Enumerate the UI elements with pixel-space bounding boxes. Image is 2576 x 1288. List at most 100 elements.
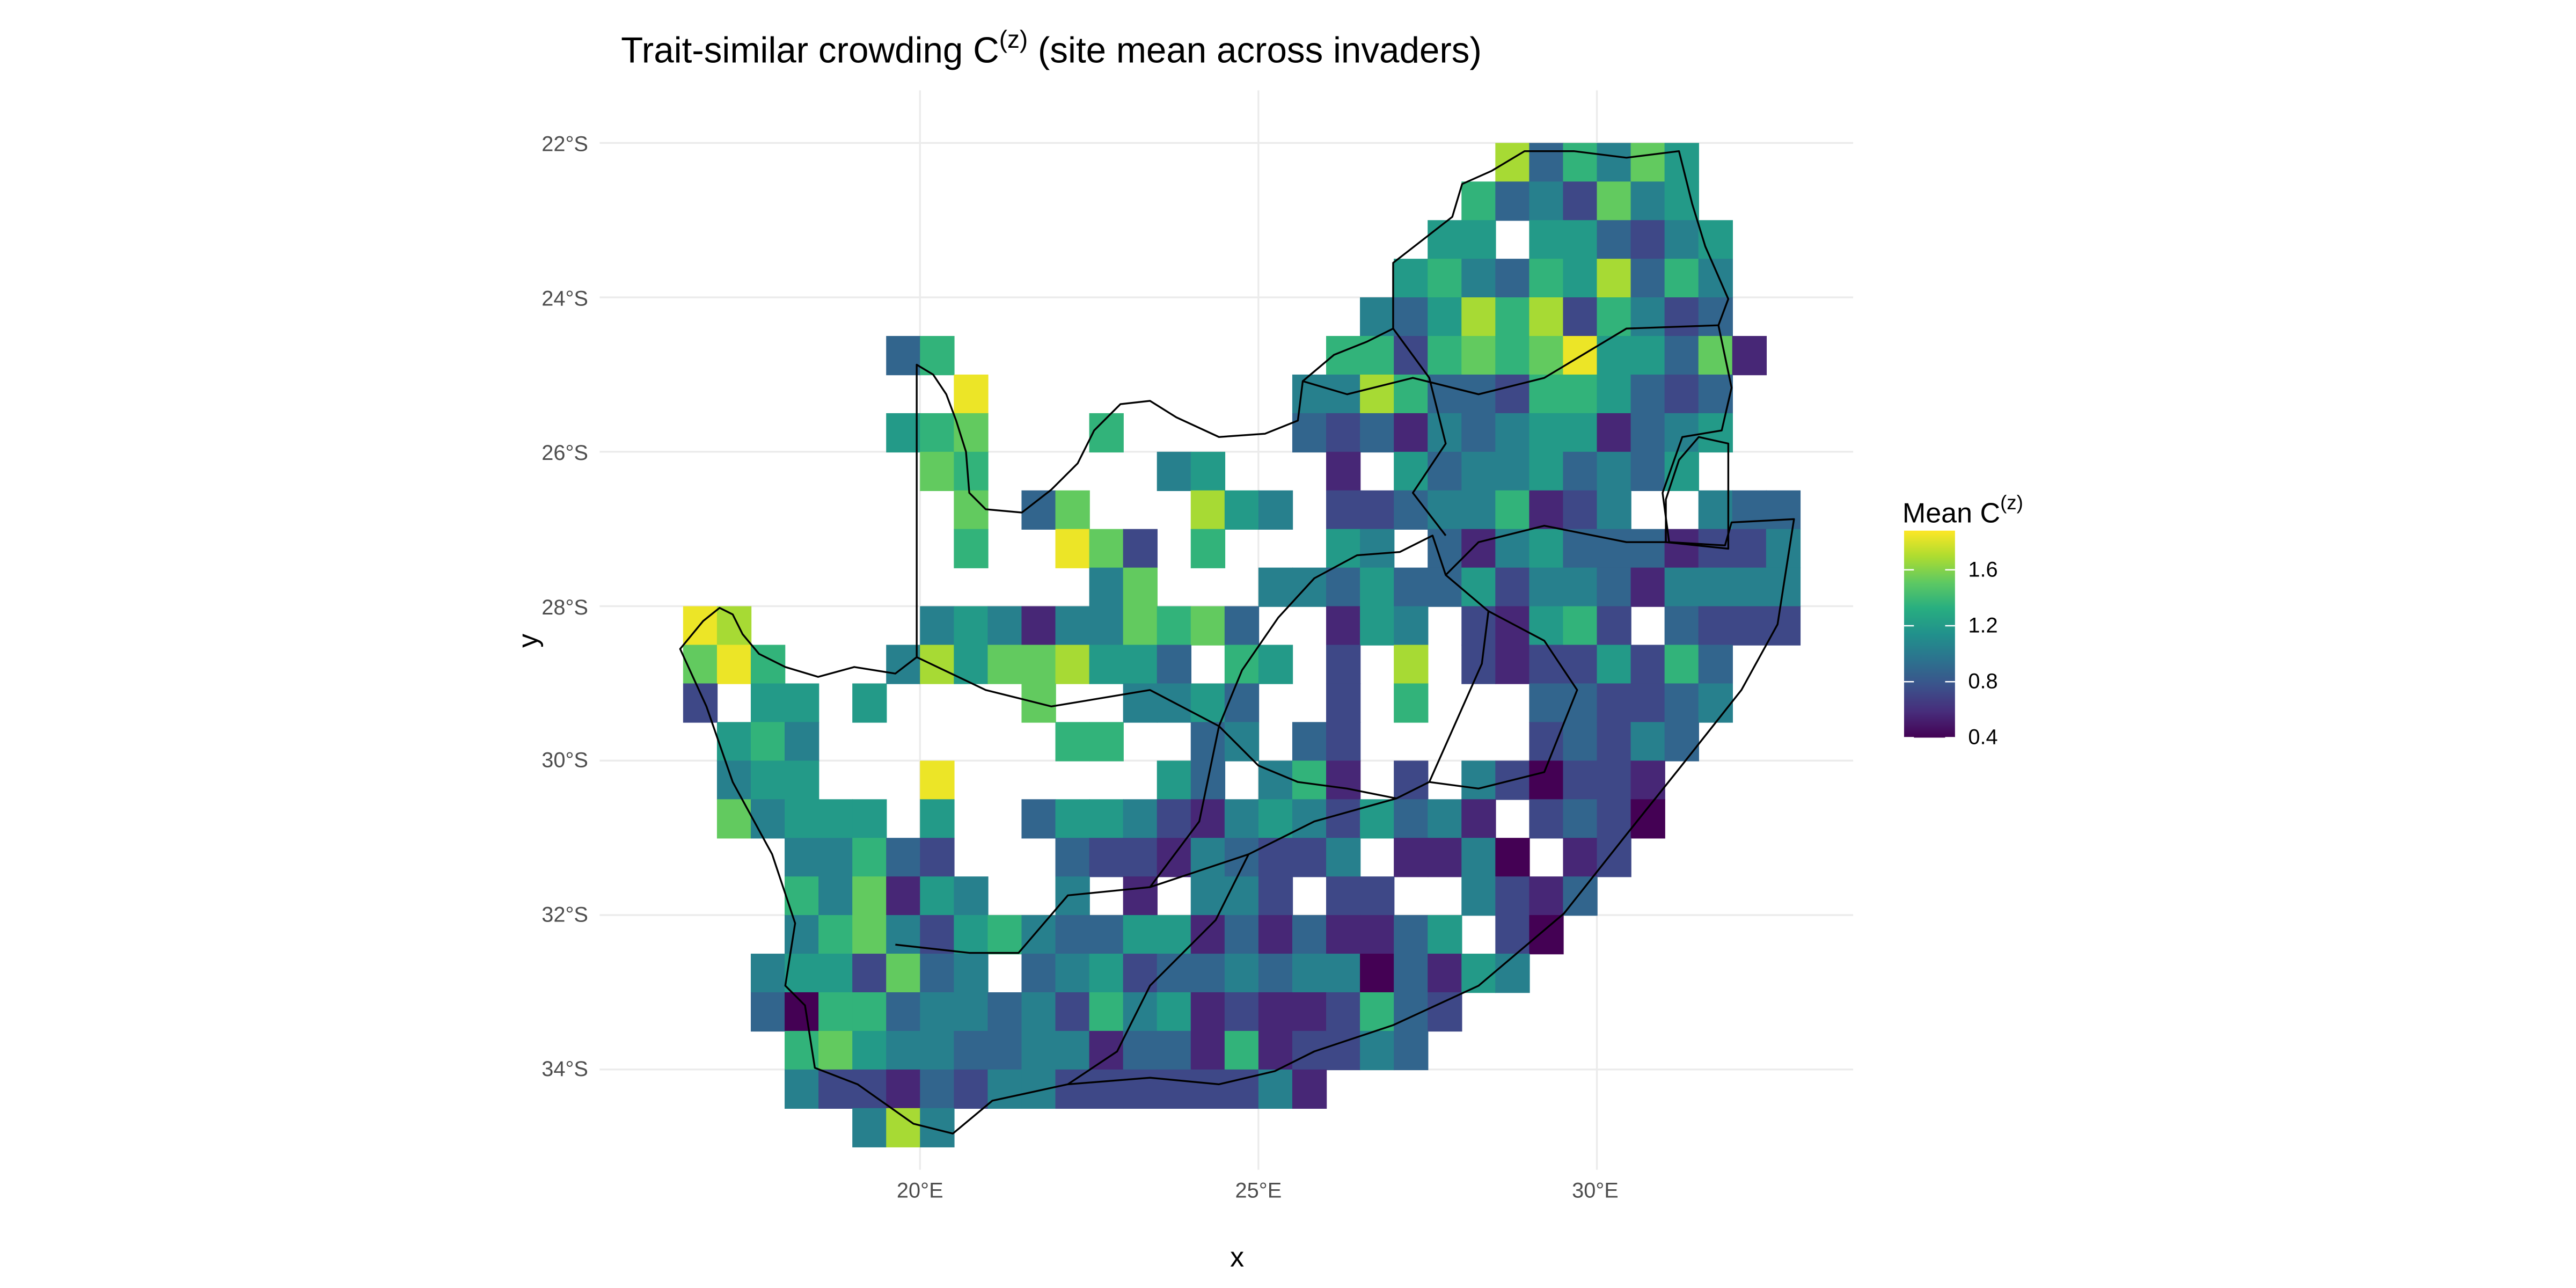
heat-cell bbox=[886, 915, 921, 955]
heat-cell bbox=[1664, 529, 1699, 568]
legend-tick-label: 1.6 bbox=[1968, 558, 1997, 581]
heat-cell bbox=[1394, 915, 1429, 955]
heat-cell bbox=[1224, 1030, 1260, 1071]
heat-cell bbox=[1597, 645, 1631, 684]
heat-cell bbox=[1089, 645, 1124, 684]
heat-cell bbox=[1428, 799, 1462, 839]
heat-cell bbox=[1664, 374, 1699, 414]
heat-cell bbox=[852, 992, 887, 1032]
heat-cell bbox=[1360, 529, 1395, 568]
heat-cell bbox=[716, 722, 752, 762]
heat-cell bbox=[852, 1069, 887, 1109]
heat-cell bbox=[852, 1030, 887, 1071]
heat-cell bbox=[785, 915, 819, 955]
heat-cell bbox=[1089, 606, 1124, 646]
heat-cell bbox=[1563, 143, 1598, 182]
heat-cell bbox=[1563, 490, 1598, 530]
heat-cell bbox=[1123, 529, 1158, 568]
heat-cell bbox=[987, 606, 1022, 646]
heat-cell bbox=[1563, 374, 1598, 414]
heat-cell bbox=[818, 954, 853, 993]
heat-cell bbox=[1326, 336, 1361, 376]
heat-cell bbox=[1224, 954, 1260, 993]
heat-cell bbox=[1123, 838, 1158, 877]
heat-cell bbox=[920, 954, 955, 993]
heat-cell bbox=[954, 413, 989, 453]
heat-cell bbox=[1766, 529, 1801, 568]
heat-cell bbox=[1021, 954, 1056, 993]
heat-cell bbox=[1630, 259, 1665, 298]
south-africa-outline bbox=[679, 150, 1795, 1135]
heat-cell bbox=[1630, 413, 1665, 453]
heat-cell bbox=[1428, 490, 1462, 530]
colorbar-legend: Mean C(z) 0.4 0.8 1.2 1.6 bbox=[1902, 492, 2023, 749]
heat-cell bbox=[1360, 954, 1395, 993]
heat-cell bbox=[1224, 992, 1260, 1032]
heat-cell bbox=[1123, 1069, 1158, 1109]
heat-cell bbox=[1089, 799, 1124, 839]
heat-cell bbox=[1157, 606, 1191, 646]
y-tick-label: 26°S bbox=[541, 441, 588, 465]
heat-cell bbox=[1394, 1030, 1429, 1071]
heat-cell bbox=[1664, 645, 1699, 684]
heat-cell bbox=[1326, 722, 1361, 762]
heat-cell bbox=[1360, 915, 1395, 955]
heat-cell bbox=[1258, 645, 1293, 684]
heat-cell bbox=[1563, 259, 1598, 298]
heat-cell bbox=[785, 954, 819, 993]
colorbar bbox=[1904, 530, 1955, 738]
heat-cell bbox=[1630, 336, 1665, 376]
heat-cell bbox=[1157, 1069, 1191, 1109]
heat-cell bbox=[1698, 297, 1733, 337]
heat-cell bbox=[1224, 799, 1260, 839]
heat-cell bbox=[750, 799, 786, 839]
heat-cell bbox=[1055, 645, 1090, 684]
heat-cell bbox=[1529, 413, 1564, 453]
heat-cell bbox=[1630, 722, 1665, 762]
heat-cell bbox=[750, 954, 786, 993]
heat-cell bbox=[1394, 645, 1429, 684]
heat-cell bbox=[1495, 451, 1530, 491]
heat-cell bbox=[1394, 954, 1429, 993]
heat-cell bbox=[1428, 992, 1462, 1032]
heat-cell bbox=[852, 799, 887, 839]
heat-cell bbox=[1258, 954, 1293, 993]
heat-cell bbox=[1224, 876, 1260, 916]
x-tick-label: 25°E bbox=[1235, 1179, 1282, 1203]
heat-cell bbox=[1394, 760, 1429, 800]
heat-cell bbox=[954, 915, 989, 955]
heat-cell bbox=[1461, 838, 1496, 877]
heat-cell bbox=[1394, 567, 1429, 607]
heat-cell bbox=[1563, 683, 1598, 723]
heat-cell bbox=[1394, 451, 1429, 491]
heat-cell bbox=[785, 683, 819, 723]
heat-cell bbox=[1326, 683, 1361, 723]
heat-cell bbox=[1157, 760, 1191, 800]
heat-cell bbox=[954, 876, 989, 916]
legend-tick-label: 0.4 bbox=[1968, 726, 1997, 749]
heat-cell bbox=[1461, 413, 1496, 453]
heat-cell bbox=[920, 336, 955, 376]
y-tick-label: 30°S bbox=[541, 749, 588, 772]
heat-cell bbox=[1258, 992, 1293, 1032]
heat-cell bbox=[886, 645, 921, 684]
heat-cell bbox=[1461, 336, 1496, 376]
heat-cell bbox=[1597, 259, 1631, 298]
heat-cell bbox=[1428, 336, 1462, 376]
heat-cell bbox=[1495, 529, 1530, 568]
heat-cell bbox=[1055, 490, 1090, 530]
heat-cell bbox=[1563, 760, 1598, 800]
heat-cell bbox=[1157, 992, 1191, 1032]
heat-cell bbox=[852, 838, 887, 877]
heat-cell bbox=[1055, 1069, 1090, 1109]
heat-cell bbox=[1495, 143, 1530, 182]
heat-cell bbox=[1563, 799, 1598, 839]
heat-cell bbox=[1495, 606, 1530, 646]
heat-cell bbox=[1258, 838, 1293, 877]
heat-cell bbox=[954, 954, 989, 993]
heat-cell bbox=[987, 1069, 1022, 1109]
heat-cell bbox=[1123, 954, 1158, 993]
heat-cell bbox=[818, 838, 853, 877]
heat-cell bbox=[1495, 259, 1530, 298]
